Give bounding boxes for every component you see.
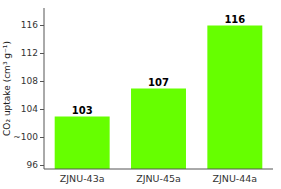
y-axis-label: CO₂ uptake (cm³ g⁻¹)	[2, 41, 12, 136]
x-tick-label: ZJNU-44a	[212, 173, 257, 184]
y-tick	[40, 25, 44, 26]
y-axis-line	[44, 8, 45, 169]
y-tick-label: 112	[21, 48, 38, 58]
y-tick-label: 104	[21, 104, 38, 114]
y-tick	[40, 81, 44, 82]
chart-container: 96~100104108112116ZJNU-43aZJNU-45aZJNU-4…	[0, 0, 281, 189]
x-tick-label: ZJNU-45a	[136, 173, 181, 184]
data-label: 116	[224, 14, 245, 25]
y-ticks: 96 ~100 104 108 112 116	[13, 20, 44, 170]
data-labels: 103 107 116	[72, 14, 246, 116]
bars	[55, 26, 263, 170]
y-tick-label: ~100	[13, 132, 38, 142]
y-tick	[40, 165, 44, 166]
y-tick	[40, 137, 44, 138]
x-tick-label: ZJNU-43a	[60, 173, 105, 184]
chart-svg: 96~100104108112116ZJNU-43aZJNU-45aZJNU-4…	[0, 0, 281, 189]
y-tick	[40, 109, 44, 110]
bar	[55, 117, 110, 170]
x-axis-line	[44, 169, 273, 170]
bar	[131, 89, 186, 170]
y-tick	[40, 53, 44, 54]
data-label: 107	[148, 77, 169, 88]
y-tick-label: 96	[27, 160, 39, 170]
y-tick-label: 108	[21, 76, 38, 86]
y-tick-label: 116	[21, 20, 38, 30]
bar	[207, 26, 262, 170]
x-tick-labels: ZJNU-43a ZJNU-45a ZJNU-44a	[60, 173, 257, 184]
data-label: 103	[72, 105, 93, 116]
